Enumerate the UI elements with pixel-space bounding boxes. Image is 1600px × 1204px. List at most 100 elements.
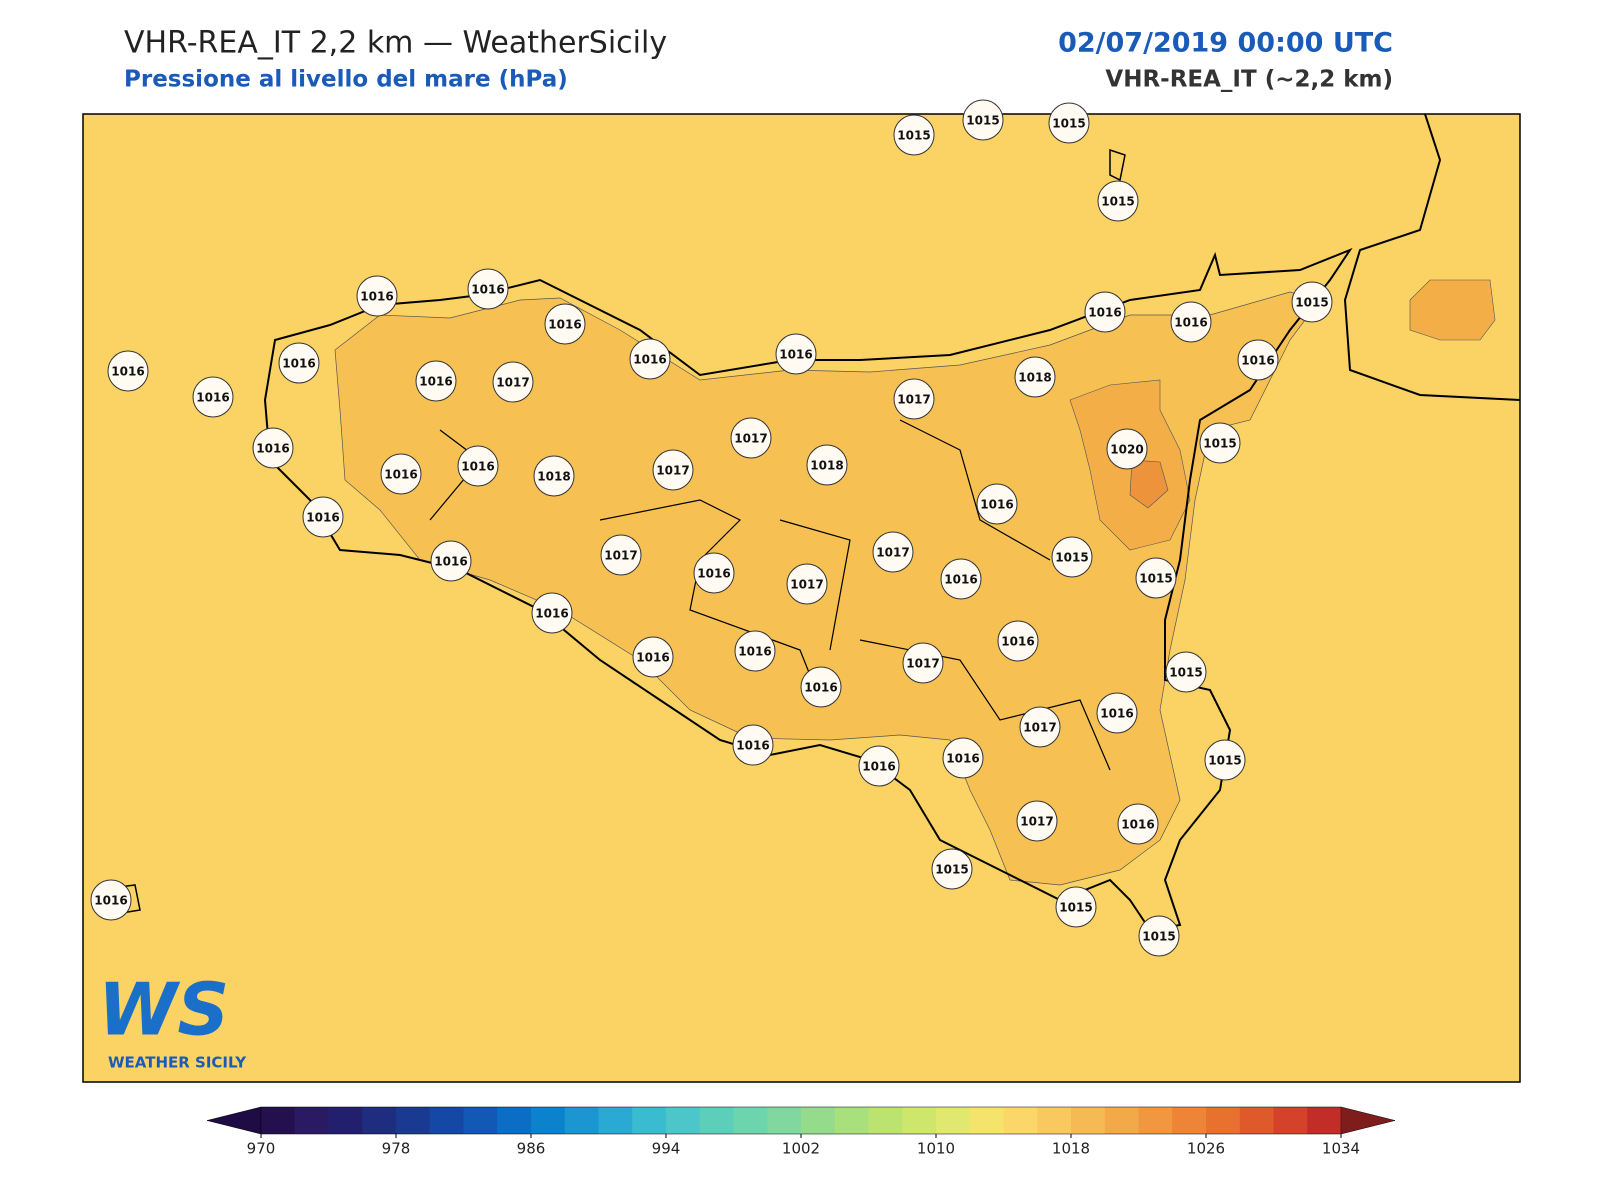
station-value: 1016 bbox=[1174, 316, 1207, 330]
station-value: 1015 bbox=[897, 129, 930, 143]
station-value: 1016 bbox=[738, 645, 771, 659]
station-value: 1017 bbox=[496, 376, 529, 390]
colorbar-segment bbox=[1138, 1107, 1173, 1134]
station-marker bbox=[1084, 291, 1126, 333]
colorbar-segment bbox=[328, 1107, 363, 1134]
station: 1018 bbox=[533, 455, 575, 497]
station-value: 1015 bbox=[1203, 437, 1236, 451]
station: 1017 bbox=[730, 417, 772, 459]
station-marker bbox=[430, 540, 472, 582]
station-marker bbox=[544, 303, 586, 345]
station: 1016 bbox=[858, 745, 900, 787]
title: VHR-REA_IT 2,2 km — WeatherSicily bbox=[124, 26, 667, 61]
station-value: 1017 bbox=[734, 432, 767, 446]
station-marker bbox=[1170, 301, 1212, 343]
station-marker bbox=[1019, 706, 1061, 748]
station-value: 1015 bbox=[966, 114, 999, 128]
station: 1016 bbox=[107, 350, 149, 392]
station: 1020 bbox=[1106, 428, 1148, 470]
station-value: 1016 bbox=[360, 290, 393, 304]
colorbar-tick-label: 970 bbox=[247, 1140, 276, 1158]
station-value: 1016 bbox=[196, 391, 229, 405]
station: 1017 bbox=[652, 449, 694, 491]
colorbar-segment bbox=[767, 1107, 802, 1134]
station-value: 1016 bbox=[633, 353, 666, 367]
station: 1015 bbox=[1291, 281, 1333, 323]
station: 1015 bbox=[1051, 536, 1093, 578]
station: 1015 bbox=[893, 114, 935, 156]
station-marker bbox=[893, 378, 935, 420]
station: 1017 bbox=[600, 534, 642, 576]
station: 1016 bbox=[415, 360, 457, 402]
colorbar-tick-label: 994 bbox=[652, 1140, 681, 1158]
station: 1016 bbox=[467, 268, 509, 310]
station-marker bbox=[533, 455, 575, 497]
station-value: 1017 bbox=[897, 393, 930, 407]
station: 1015 bbox=[1204, 739, 1246, 781]
colorbar-segment bbox=[666, 1107, 701, 1134]
station-value: 1015 bbox=[1052, 117, 1085, 131]
station-marker bbox=[652, 449, 694, 491]
station: 1016 bbox=[1084, 291, 1126, 333]
station-value: 1016 bbox=[282, 357, 315, 371]
station-marker bbox=[1096, 692, 1138, 734]
station-marker bbox=[962, 99, 1004, 141]
station-marker bbox=[997, 620, 1039, 662]
station-marker bbox=[600, 534, 642, 576]
station-marker bbox=[775, 333, 817, 375]
station-value: 1016 bbox=[94, 894, 127, 908]
station-value: 1018 bbox=[1018, 371, 1051, 385]
station-marker bbox=[1204, 739, 1246, 781]
colorbar-segment bbox=[1273, 1107, 1308, 1134]
colorbar-segment bbox=[801, 1107, 836, 1134]
colorbar-segment bbox=[396, 1107, 431, 1134]
station-value: 1016 bbox=[862, 760, 895, 774]
logo-text: WEATHER SICILY bbox=[108, 1054, 247, 1072]
station-value: 1016 bbox=[697, 567, 730, 581]
station-value: 1017 bbox=[1023, 721, 1056, 735]
colorbar: 970 978 986 994 1002 1010 1018 1026 1034 bbox=[206, 1106, 1396, 1158]
station-value: 1016 bbox=[1088, 306, 1121, 320]
colorbar-segment bbox=[1104, 1107, 1139, 1134]
station: 1016 bbox=[356, 275, 398, 317]
station-value: 1016 bbox=[946, 752, 979, 766]
station-value: 1018 bbox=[537, 470, 570, 484]
station-marker bbox=[800, 666, 842, 708]
station: 1016 bbox=[1117, 803, 1159, 845]
station-marker bbox=[457, 445, 499, 487]
station-marker bbox=[1138, 915, 1180, 957]
colorbar-tick-label: 1002 bbox=[782, 1140, 820, 1158]
station-marker bbox=[1055, 886, 1097, 928]
colorbar-segment bbox=[1003, 1107, 1038, 1134]
colorbar-tick-label: 986 bbox=[517, 1140, 546, 1158]
colorbar-tick-label: 1034 bbox=[1322, 1140, 1360, 1158]
station-value: 1017 bbox=[604, 549, 637, 563]
station-marker bbox=[872, 531, 914, 573]
station: 1015 bbox=[1097, 180, 1139, 222]
station-marker bbox=[1048, 102, 1090, 144]
station-value: 1020 bbox=[1110, 443, 1143, 457]
station-marker bbox=[940, 558, 982, 600]
colorbar-segment bbox=[969, 1107, 1004, 1134]
station-marker bbox=[1016, 800, 1058, 842]
colorbar-segment bbox=[564, 1107, 599, 1134]
station: 1016 bbox=[997, 620, 1039, 662]
station: 1017 bbox=[1016, 800, 1058, 842]
station-value: 1015 bbox=[1142, 930, 1175, 944]
colorbar-segment bbox=[1307, 1107, 1342, 1134]
station: 1017 bbox=[902, 642, 944, 684]
station-marker bbox=[90, 879, 132, 921]
station: 1015 bbox=[1048, 102, 1090, 144]
station-value: 1016 bbox=[1100, 707, 1133, 721]
station: 1018 bbox=[1014, 356, 1056, 398]
station: 1018 bbox=[806, 444, 848, 486]
station-marker bbox=[902, 642, 944, 684]
station-marker bbox=[1165, 651, 1207, 693]
station-marker bbox=[893, 114, 935, 156]
station-marker bbox=[942, 737, 984, 779]
station-value: 1015 bbox=[1139, 572, 1172, 586]
station-value: 1018 bbox=[810, 459, 843, 473]
station-marker bbox=[806, 444, 848, 486]
station-marker bbox=[732, 724, 774, 766]
station-marker bbox=[192, 376, 234, 418]
